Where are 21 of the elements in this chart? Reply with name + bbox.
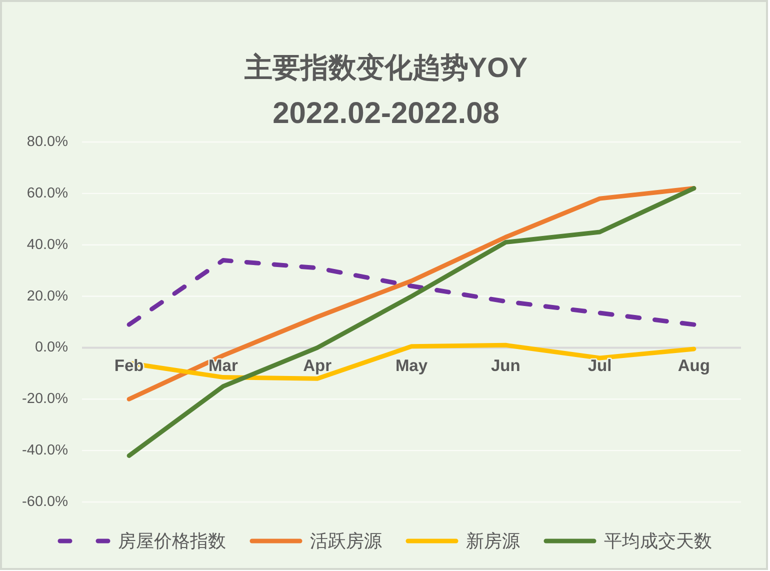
x-tick-label: Aug [678,357,710,376]
x-tick-label: May [395,357,428,376]
x-tick-label: Jun [490,357,520,376]
legend-label: 平均成交天数 [604,531,712,551]
x-tick-label: Jul [588,357,612,376]
y-tick-label: -40.0% [22,442,68,459]
y-tick-label: 40.0% [26,236,68,253]
chart-subtitle: 2022.02-2022.08 [272,97,500,130]
y-tick-label: 20.0% [26,288,68,304]
legend-label: 活跃房源 [310,531,382,551]
chart-title: 主要指数变化趋势YOY [243,52,528,83]
y-tick-label: -20.0% [22,391,68,408]
y-tick-label: 0.0% [34,340,68,356]
y-tick-label: -60.0% [22,494,68,510]
x-tick-label: Feb [114,357,144,376]
x-tick-label: Mar [208,357,238,376]
legend-label: 新房源 [466,531,520,551]
legend-label: 房屋价格指数 [118,531,226,551]
x-tick-label: Apr [303,357,332,376]
y-tick-label: 60.0% [26,185,68,202]
y-tick-label: 80.0% [26,134,68,150]
